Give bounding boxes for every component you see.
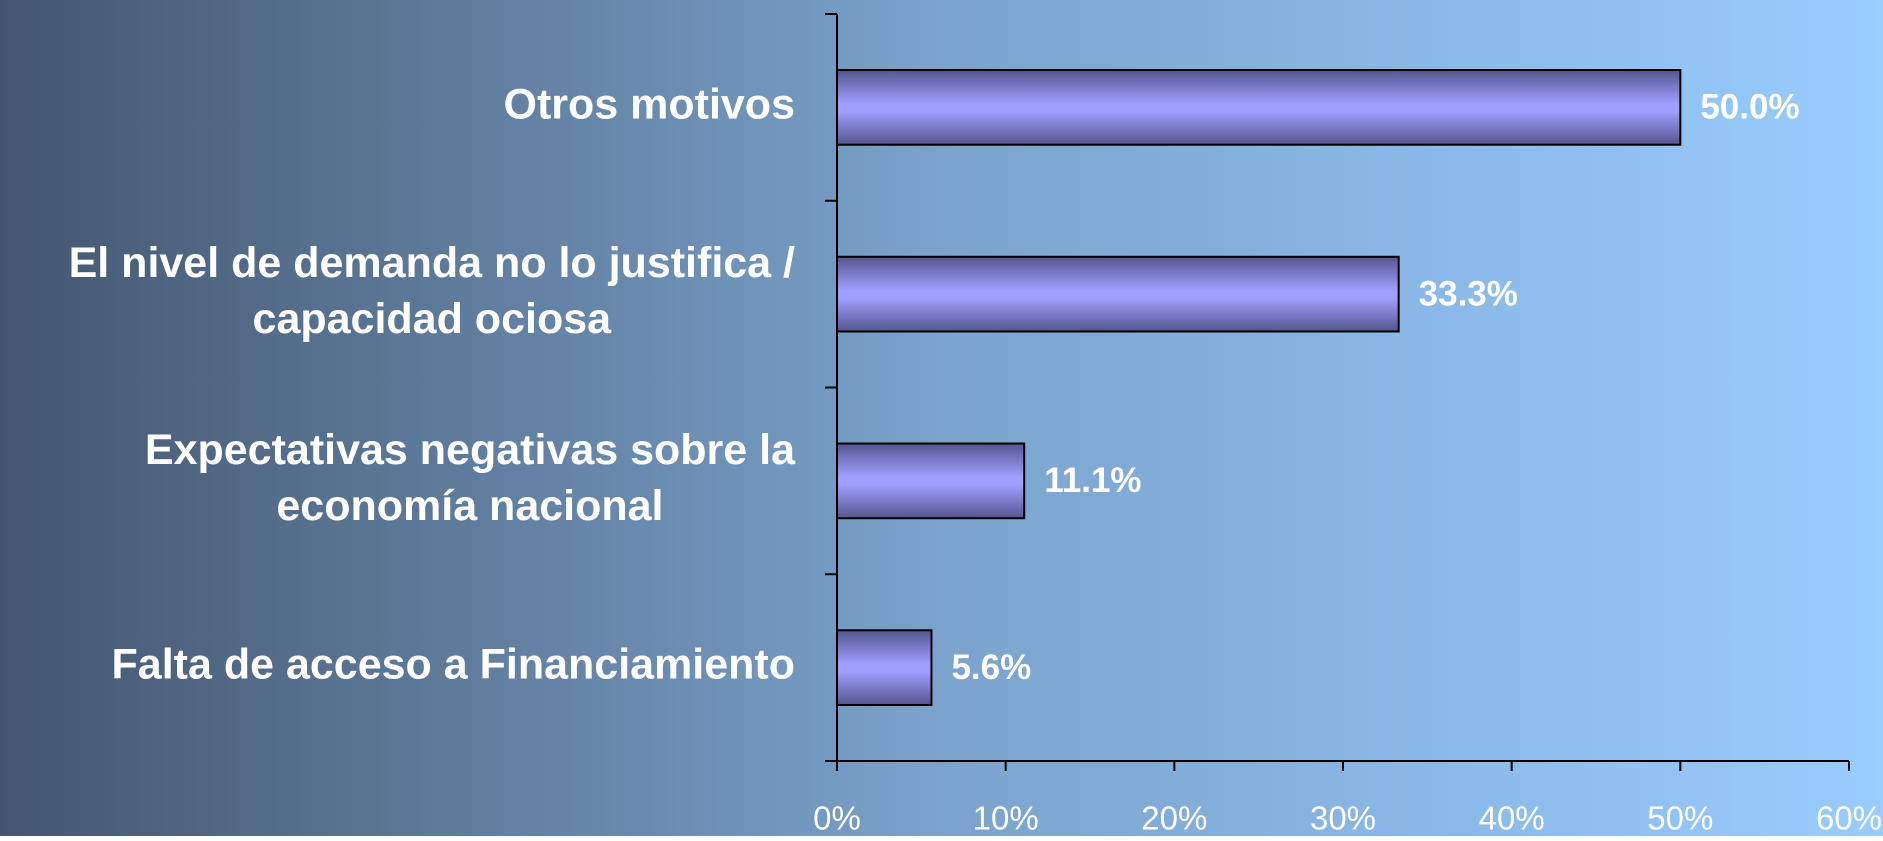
value-label: 5.6% [951,648,1031,687]
value-label: 50.0% [1700,88,1799,127]
bar [836,69,1682,146]
x-tick-label: 50% [1647,800,1713,836]
x-tick-label: 40% [1479,800,1545,836]
x-tick-label: 30% [1310,800,1376,836]
bar [836,629,933,706]
category-label: Falta de acceso a Financiamiento [112,641,795,689]
bar [836,255,1400,333]
x-tick-label: 60% [1816,800,1882,836]
category-label: El nivel de demanda no lo justifica / cap… [69,239,795,343]
value-label: 33.3% [1419,274,1518,313]
value-label: 11.1% [1044,461,1141,500]
x-tick-label: 20% [1141,800,1207,836]
category-label: Expectativas negativas sobre la economía … [145,426,796,530]
category-label: Otros motivos [504,81,796,129]
x-tick-label: 0% [813,800,861,836]
bar [836,442,1026,520]
x-tick-label: 10% [973,800,1039,836]
